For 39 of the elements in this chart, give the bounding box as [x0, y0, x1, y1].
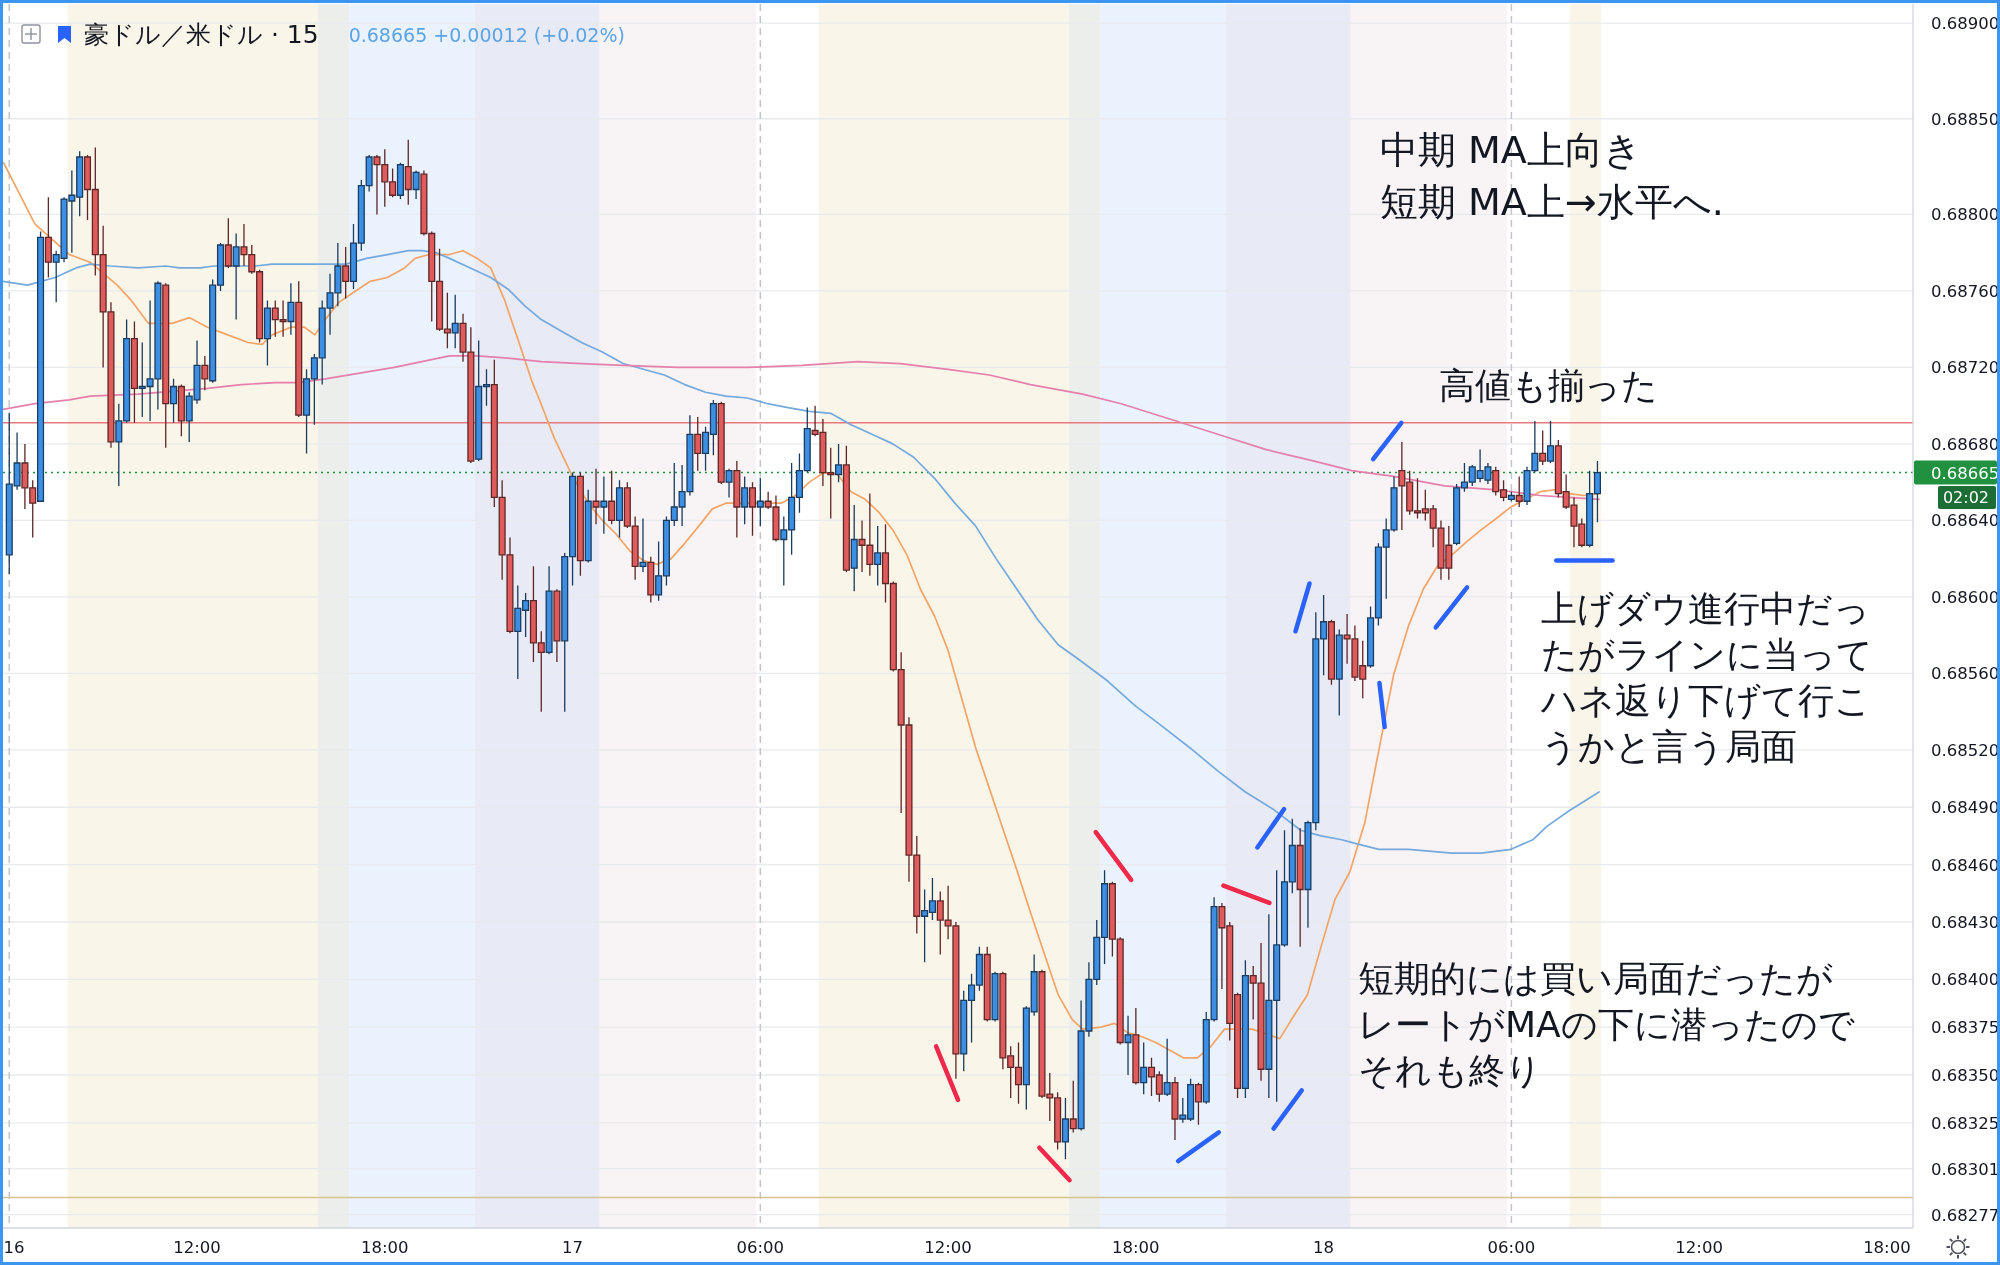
y-tick-label: 0.68430	[1931, 913, 2000, 932]
x-tick-label: 12:00	[924, 1238, 972, 1257]
annotation: 上げダウ進行中だったがラインに当ってハネ返り下げて行こうかと言う局面	[1540, 588, 1873, 767]
x-tick-label: 18:00	[361, 1238, 409, 1257]
text: 02:02	[1942, 488, 1990, 507]
y-tick-label: 0.68800	[1931, 205, 2000, 225]
x-tick-label: 16	[3, 1238, 25, 1257]
annotation: 高値も揃った	[1439, 365, 1658, 406]
y-tick-label: 0.68301	[1931, 1159, 2000, 1179]
y-tick-label: 0.68560	[1931, 664, 2000, 684]
y-tick-label: 0.68400	[1931, 970, 2000, 990]
x-tick-label: 18:00	[1112, 1238, 1160, 1257]
y-tick-label: 0.68720	[1931, 358, 2000, 378]
y-tick-label: 0.68490	[1931, 798, 2000, 818]
annotation: 短期 MA上→水平へ.	[1380, 180, 1724, 224]
y-tick-label: 0.68277	[1931, 1205, 2000, 1225]
y-tick-label: 0.68850	[1931, 109, 2000, 129]
y-tick-label: 0.68460	[1931, 855, 2000, 875]
y-tick-label: 0.68350	[1931, 1066, 2000, 1085]
x-tick-label: 12:00	[173, 1238, 221, 1257]
x-tick-label: 12:00	[1675, 1238, 1723, 1257]
annotation: 短期的には買い局面だったがレートがMAの下に潜ったのでそれも終り	[1358, 958, 1855, 1091]
y-tick-label: 0.68520	[1931, 740, 2000, 760]
x-tick-label: 06:00	[1487, 1238, 1536, 1257]
y-tick-label: 0.68760	[1931, 281, 2000, 301]
annotation: 中期 MA上向き	[1380, 128, 1642, 172]
text: 0.68665 +0.00012 (+0.02%)	[348, 24, 625, 46]
ref-line-label: 0.68665	[1931, 463, 2000, 483]
x-tick-label: 17	[562, 1238, 584, 1257]
y-tick-label: 0.68600	[1931, 587, 2000, 607]
y-tick-label: 0.68680	[1931, 434, 2000, 454]
x-tick-label: 06:00	[736, 1238, 785, 1257]
y-tick-label: 0.68375	[1931, 1018, 2000, 1038]
x-tick-label: 18:00	[1863, 1238, 1911, 1257]
y-tick-label: 0.68900	[1931, 14, 2000, 34]
y-tick-label: 0.68640	[1931, 511, 2000, 531]
text: 豪ドル／米ドル · 15	[84, 20, 319, 49]
y-tick-label: 0.68325	[1931, 1113, 2000, 1133]
x-tick-label: 18	[1313, 1238, 1335, 1257]
